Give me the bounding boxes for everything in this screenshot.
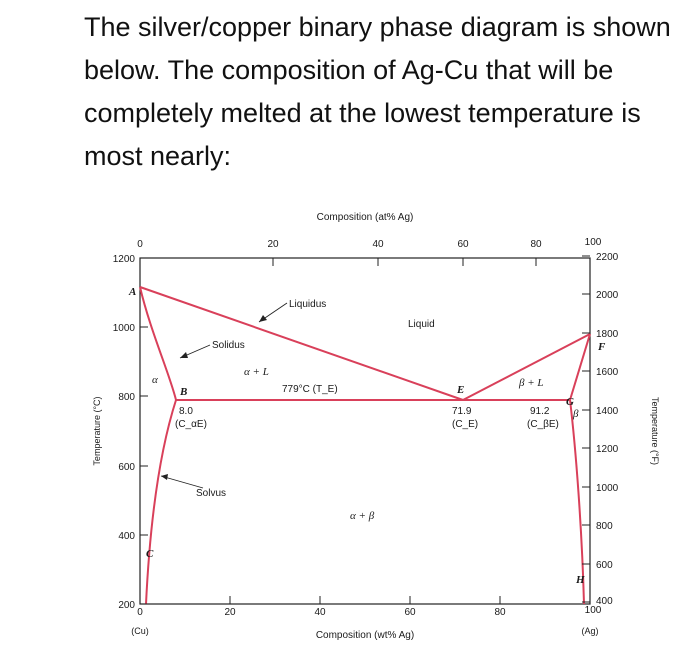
point-a-label: A	[128, 286, 136, 298]
point-f-label: F	[597, 341, 606, 353]
left-tick-label: 600	[118, 462, 135, 473]
top-tick-label: 60	[457, 239, 469, 250]
left-tick-label: 1000	[113, 323, 136, 334]
solidus-right-line	[569, 333, 591, 401]
right-end-label: (Ag)	[581, 626, 598, 636]
solvus-right-line	[569, 399, 585, 605]
right-tick-label: 1400	[596, 406, 619, 417]
bottom-tick-label: 100	[585, 605, 602, 616]
left-tick-label: 1200	[113, 254, 136, 265]
bottom-axis-title: Composition (wt% Ag)	[316, 630, 414, 641]
left-tick-label: 400	[118, 531, 135, 542]
alpha-region-label: α	[152, 374, 158, 386]
top-tick-label: 0	[137, 239, 143, 250]
top-tick-label: 100	[585, 237, 602, 248]
eutectic-temperature-label: 779°C (T_E)	[282, 384, 338, 395]
right-tick-label: 1800	[596, 329, 619, 340]
top-tick-label: 20	[267, 239, 279, 250]
left-tick-label: 200	[118, 600, 135, 611]
top-axis-title: Composition (at% Ag)	[317, 212, 414, 223]
phase-boundaries	[139, 286, 591, 605]
beta-plus-liquid-label: β + L	[518, 377, 544, 389]
right-tick-label: 1200	[596, 444, 619, 455]
right-tick-label: 2200	[596, 252, 619, 263]
g-composition-sub: (C_βE)	[527, 419, 559, 430]
right-axis-title: Temperature (°F)	[650, 397, 660, 465]
right-tick-label: 600	[596, 560, 613, 571]
right-tick-label: 400	[596, 596, 613, 607]
e-composition-sub: (C_E)	[452, 419, 478, 430]
beta-region-label: β	[572, 408, 579, 420]
e-composition-value: 71.9	[452, 406, 472, 417]
left-tick-label: 800	[118, 392, 135, 403]
bottom-tick-label: 80	[494, 607, 506, 618]
callout-arrowheads	[161, 315, 267, 480]
liquid-region-label: Liquid	[408, 319, 435, 330]
point-h-label: H	[575, 574, 585, 586]
point-g-label: G	[566, 396, 574, 408]
solvus-callout-label: Solvus	[196, 488, 226, 499]
solidus-left-line	[139, 286, 177, 401]
solidus-callout-label: Solidus	[212, 340, 245, 351]
tick-marks	[139, 255, 591, 605]
g-composition-value: 91.2	[530, 406, 550, 417]
point-b-label: B	[179, 386, 187, 398]
alpha-plus-beta-label: α + β	[350, 510, 375, 522]
right-tick-label: 1000	[596, 483, 619, 494]
point-e-label: E	[456, 384, 464, 396]
bottom-tick-label: 60	[404, 607, 416, 618]
b-composition-sub: (C_αE)	[175, 419, 207, 430]
top-tick-label: 80	[530, 239, 542, 250]
liquidus-callout-label: Liquidus	[289, 299, 326, 310]
liquidus-right-line	[462, 333, 591, 401]
question-text: The silver/copper binary phase diagram i…	[84, 12, 671, 171]
alpha-plus-liquid-label: α + L	[244, 366, 269, 378]
right-tick-label: 800	[596, 521, 613, 532]
plot-frame	[139, 257, 591, 605]
bottom-tick-label: 40	[314, 607, 326, 618]
right-tick-label: 2000	[596, 290, 619, 301]
liquidus-left-line	[139, 286, 464, 401]
solvus-left-line	[145, 399, 177, 605]
left-axis-title: Temperature (°C)	[92, 396, 102, 465]
right-tick-label: 1600	[596, 367, 619, 378]
top-tick-label: 40	[372, 239, 384, 250]
b-composition-value: 8.0	[179, 406, 193, 417]
bottom-tick-label: 20	[224, 607, 236, 618]
bottom-tick-label: 0	[137, 607, 143, 618]
left-end-label: (Cu)	[131, 626, 149, 636]
point-c-label: C	[146, 548, 154, 560]
